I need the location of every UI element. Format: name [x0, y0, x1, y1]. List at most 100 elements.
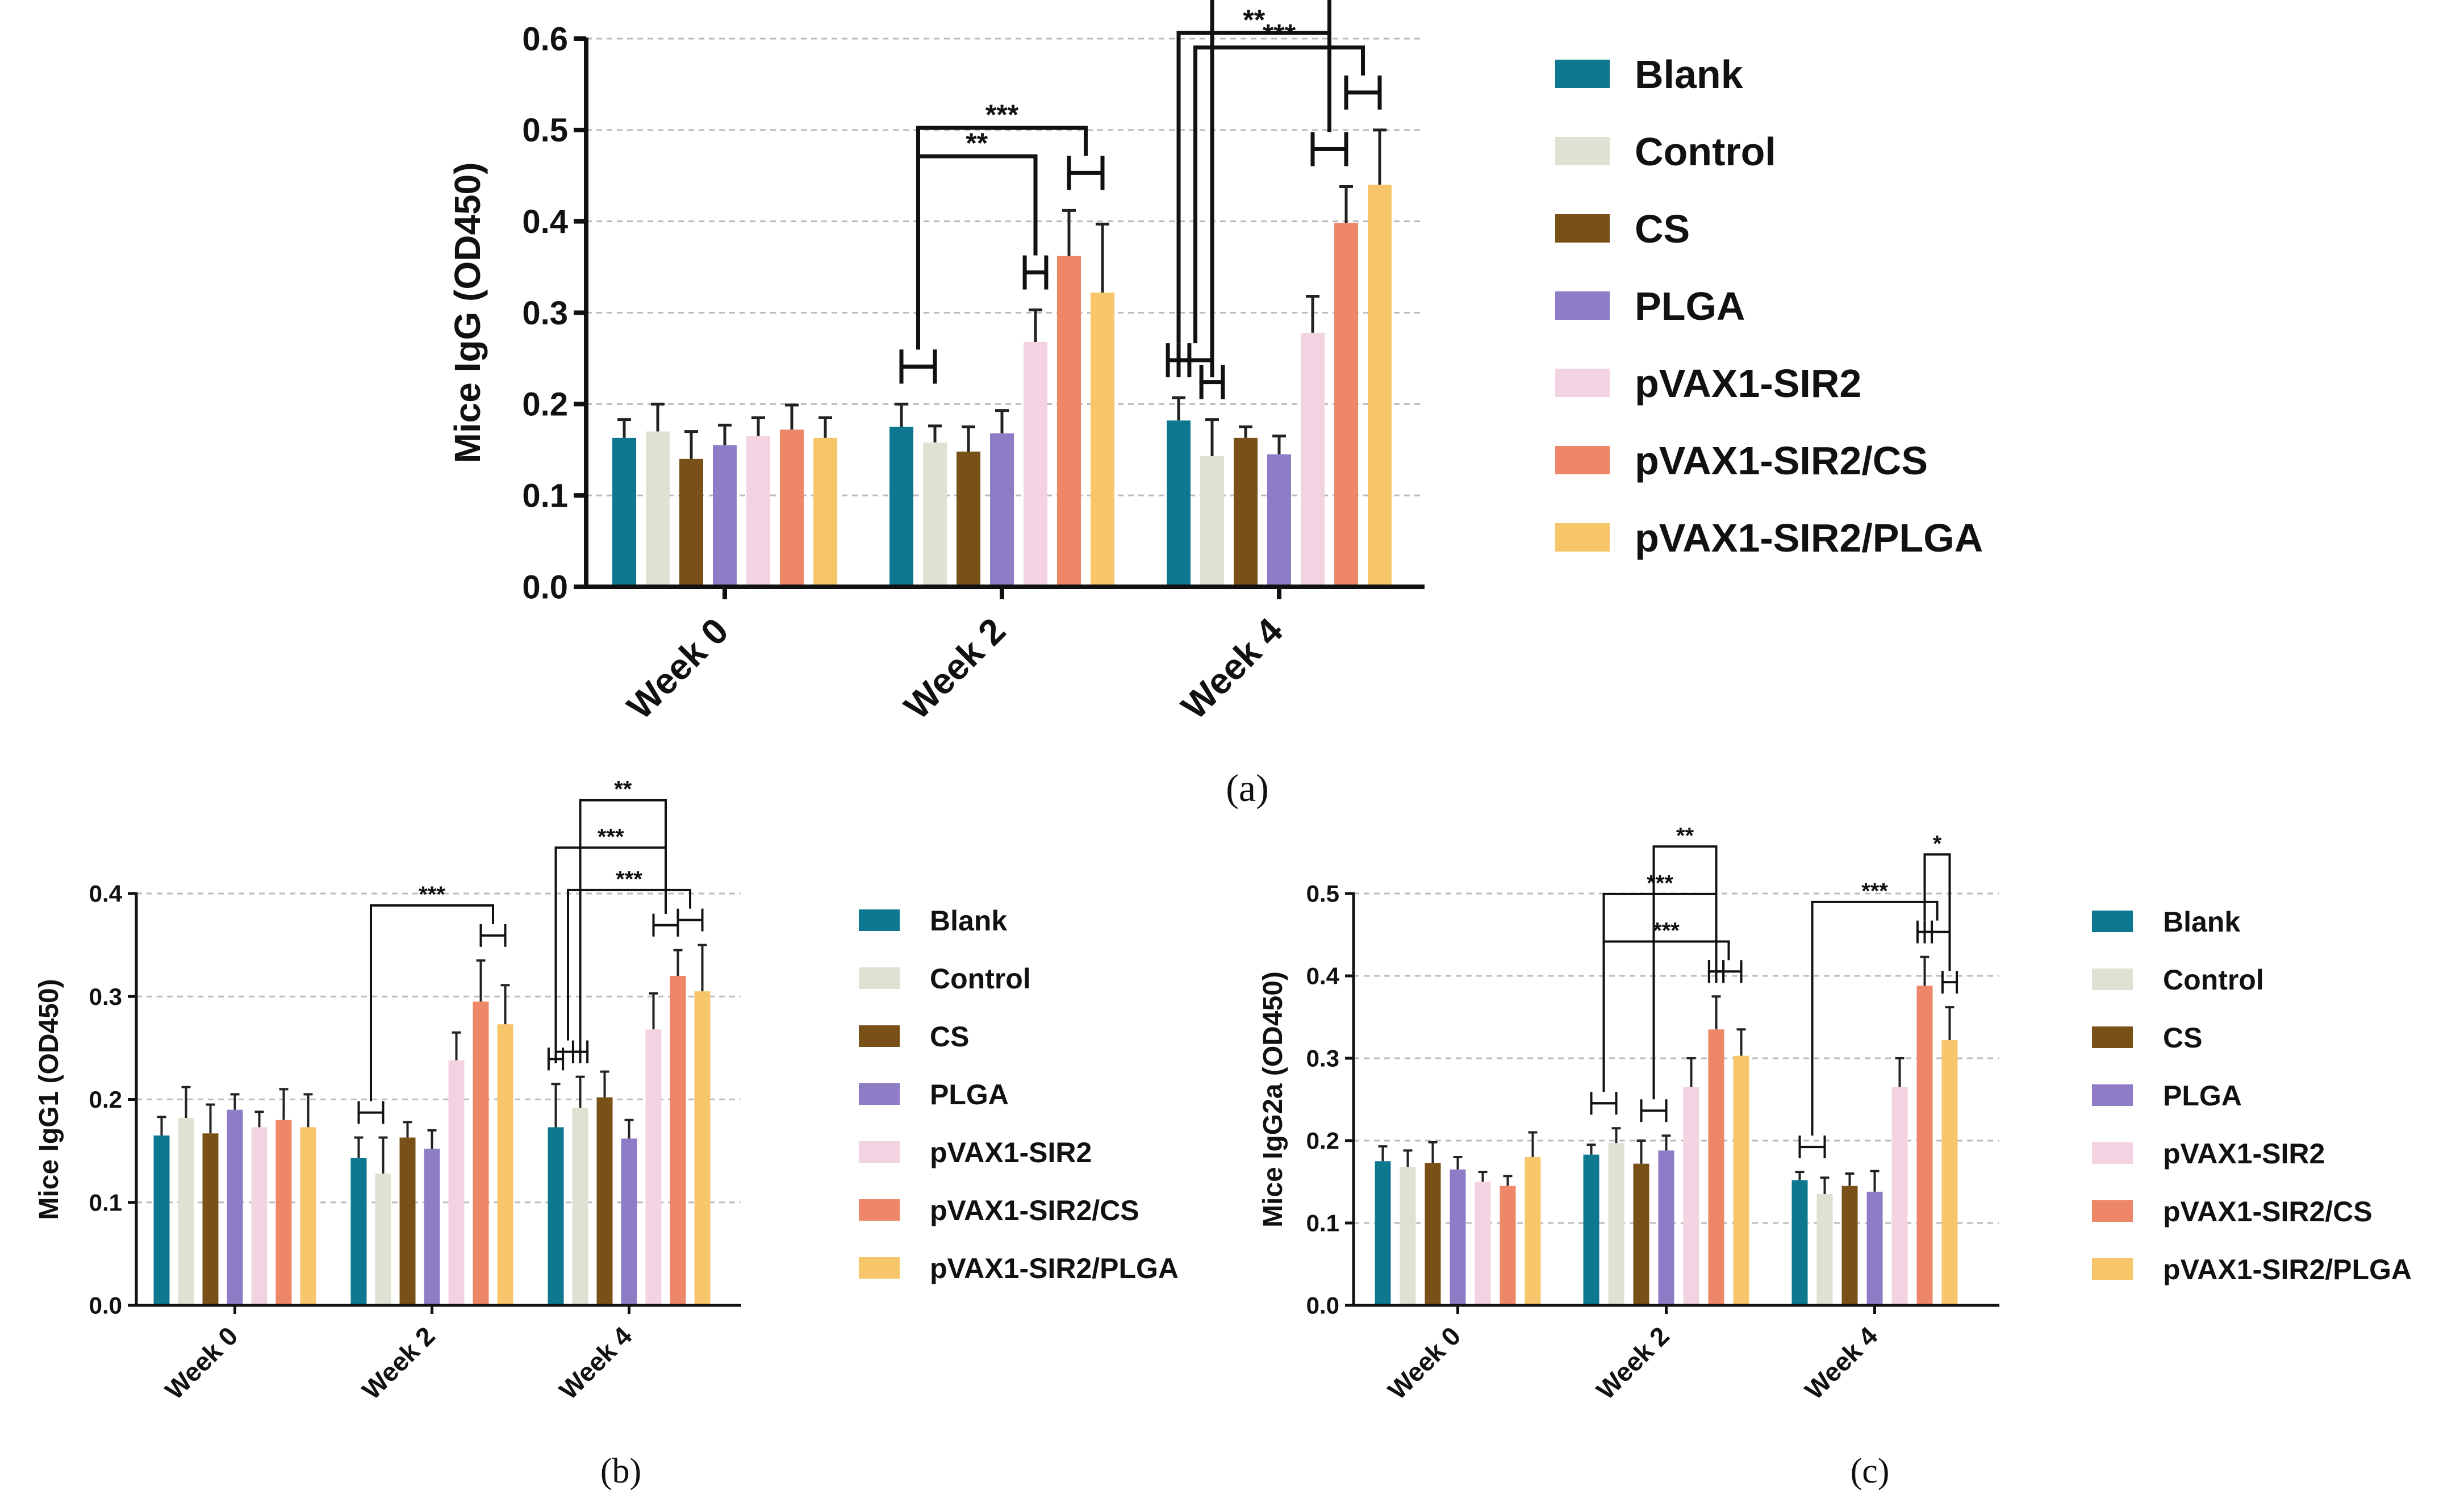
bar [780, 429, 804, 587]
legend-swatch [1555, 369, 1610, 397]
bar [1916, 986, 1933, 1305]
bar [275, 1120, 292, 1305]
y-tick-label: 0.1 [1306, 1210, 1339, 1237]
significance-label: *** [616, 867, 642, 892]
y-tick-label: 0.2 [89, 1086, 122, 1113]
y-tick-label: 0.0 [89, 1292, 122, 1319]
bar [1841, 1185, 1858, 1305]
significance-label: *** [1861, 879, 1888, 904]
significance-label: *** [1653, 918, 1680, 943]
bar [1816, 1194, 1833, 1305]
legend-label: Control [1635, 130, 1776, 174]
bar [713, 445, 737, 587]
significance-label: ** [1676, 823, 1694, 848]
bar [497, 1024, 513, 1305]
legend-label: CS [930, 1021, 969, 1053]
y-tick-label: 0.6 [522, 20, 568, 57]
legend-swatch [2092, 1142, 2133, 1164]
bar [399, 1137, 416, 1305]
bar [251, 1127, 268, 1305]
legend-swatch [859, 1257, 900, 1279]
legend-label: CS [1635, 207, 1690, 251]
bar [1608, 1143, 1624, 1305]
legend-swatch [859, 909, 900, 931]
significance-label: *** [1647, 871, 1673, 896]
legend-swatch [859, 1141, 900, 1163]
y-tick-label: 0.3 [1306, 1045, 1339, 1072]
bar [1057, 256, 1081, 587]
legend-swatch [2092, 1084, 2133, 1106]
bar [153, 1135, 170, 1305]
y-tick-label: 0.1 [522, 477, 568, 514]
y-axis-title: Mice IgG (OD450) [447, 162, 488, 464]
bar [227, 1109, 243, 1305]
bar [646, 431, 670, 587]
bar [1375, 1161, 1391, 1305]
legend-swatch [1555, 137, 1610, 165]
bar [1024, 341, 1047, 587]
bar [746, 436, 770, 587]
legend-swatch [2092, 969, 2133, 990]
bar [300, 1127, 316, 1305]
bar [596, 1097, 613, 1305]
bar [1791, 1180, 1808, 1305]
bar [957, 451, 980, 587]
bar [1368, 185, 1392, 587]
bar [1200, 456, 1224, 587]
bar [813, 437, 837, 587]
significance-bracket [1923, 853, 1951, 971]
y-tick-label: 0.4 [89, 880, 123, 907]
legend-label: pVAX1-SIR2/CS [1635, 439, 1928, 483]
significance-label: ** [966, 127, 988, 159]
bar [1167, 420, 1191, 587]
significance-bracket [1210, 0, 1331, 365]
panel-label: (c) [1851, 1452, 1890, 1491]
panel-label: (b) [600, 1452, 641, 1491]
bar [1708, 1029, 1724, 1305]
bar [889, 427, 913, 587]
bar [572, 1108, 588, 1305]
significance-bracket [1811, 900, 1939, 1136]
bar [1525, 1157, 1541, 1305]
y-tick-label: 0.0 [522, 569, 568, 606]
legend-label: PLGA [2163, 1080, 2242, 1112]
significance-label: *** [419, 882, 445, 907]
bar [1091, 293, 1114, 587]
legend-swatch [1555, 446, 1610, 474]
bar [1891, 1087, 1908, 1305]
legend-label: Blank [1635, 52, 1743, 97]
y-tick-label: 0.0 [1306, 1292, 1339, 1319]
y-tick-label: 0.3 [89, 983, 122, 1010]
bar [1334, 223, 1358, 587]
bar [1450, 1169, 1466, 1305]
significance-bracket [916, 154, 1038, 350]
bar [1425, 1163, 1441, 1305]
legend-label: PLGA [1635, 284, 1745, 328]
significance-bracket [567, 888, 691, 1041]
y-tick-label: 0.5 [522, 112, 568, 149]
legend-swatch [2092, 1258, 2133, 1280]
significance-bracket [1652, 845, 1718, 1100]
legend-label: pVAX1-SIR2/PLGA [1635, 516, 1983, 560]
legend-swatch [2092, 1200, 2133, 1222]
bar [1658, 1150, 1674, 1305]
legend-label: CS [2163, 1022, 2202, 1054]
significance-bracket [1193, 45, 1365, 344]
legend-label: pVAX1-SIR2/CS [2163, 1196, 2373, 1228]
bar [1475, 1182, 1491, 1305]
bar [548, 1127, 564, 1305]
bar [1683, 1087, 1699, 1305]
legend-label: pVAX1-SIR2 [930, 1137, 1092, 1168]
y-axis-title: Mice IgG2a (OD450) [1258, 971, 1288, 1228]
bar [1301, 332, 1325, 587]
bar [923, 442, 947, 587]
bar [621, 1138, 637, 1305]
y-tick-label: 0.2 [1306, 1128, 1339, 1154]
significance-bracket [579, 799, 667, 1041]
y-tick-label: 0.1 [89, 1189, 122, 1216]
bar [1941, 1040, 1958, 1305]
y-tick-label: 0.3 [522, 295, 568, 332]
legend-label: pVAX1-SIR2 [2163, 1138, 2325, 1170]
y-tick-label: 0.4 [1306, 963, 1340, 990]
legend-swatch [1555, 523, 1610, 552]
